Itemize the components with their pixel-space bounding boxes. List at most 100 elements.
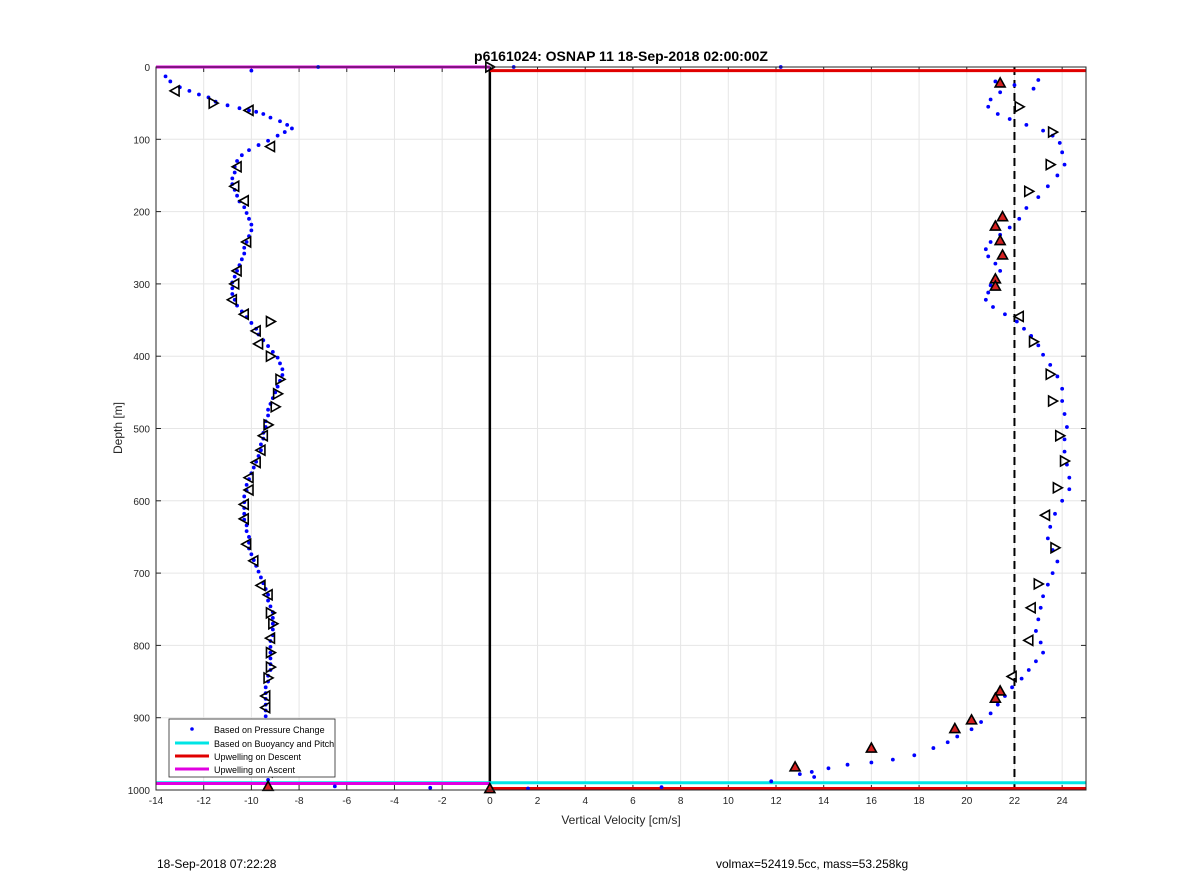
pressure-point: [280, 373, 285, 377]
legend-item-ascent: Upwelling on Ascent: [175, 765, 296, 775]
pressure-point: [890, 757, 895, 762]
pressure-point: [1053, 511, 1057, 516]
pressure-point: [259, 448, 263, 453]
triangle-left-marker: [230, 264, 242, 278]
pressure-point: [235, 193, 239, 198]
pressure-point: [266, 598, 270, 603]
pressure-point: [270, 349, 275, 354]
pressure-point: [230, 292, 235, 296]
pressure-point: [1062, 437, 1067, 442]
triangle-right-marker: [1014, 100, 1026, 114]
pressure-point: [1036, 343, 1041, 348]
triangle-left-marker: [256, 429, 269, 443]
y-tick-label: 900: [133, 714, 150, 725]
triangle-right-marker: [1047, 394, 1060, 408]
triangle-left-marker: [237, 307, 250, 321]
x-tick-label: -10: [244, 796, 259, 807]
y-axis-ticks: 0 100 200 300 400 500 600 700 800 900 1000: [128, 63, 1086, 797]
pressure-point: [988, 97, 993, 102]
grid: [155, 66, 1086, 791]
pressure-point: [1012, 83, 1017, 87]
triangle-left-marker: [230, 160, 242, 174]
triangle-left-marker: [259, 701, 271, 714]
pressure-point: [1036, 617, 1041, 622]
triangle-right-marker: [265, 315, 278, 328]
pressure-point: [1067, 475, 1072, 480]
pressure-point: [1055, 559, 1060, 564]
pressure-point: [249, 321, 254, 325]
triangle-left-marker: [242, 483, 254, 497]
pressure-point: [986, 254, 991, 259]
pressure-point: [1048, 524, 1053, 529]
pressure-point: [266, 138, 270, 143]
triangle-right-marker: [268, 617, 280, 631]
triangle-left-marker: [249, 324, 261, 338]
pressure-point: [242, 205, 247, 210]
pressure-point: [244, 482, 249, 487]
legend-item-pressure: Based on Pressure Change: [190, 725, 325, 735]
pressure-point: [163, 74, 168, 79]
pressure-point: [266, 344, 270, 348]
pressure-point: [995, 702, 1000, 707]
pressure-point: [290, 126, 294, 131]
legend: Based on Pressure Change Based on Buoyan…: [168, 718, 336, 778]
pressure-point: [251, 465, 256, 470]
x-tick-label: 4: [582, 796, 588, 807]
y-tick-label: 600: [133, 497, 150, 508]
pressure-point: [275, 355, 280, 360]
pressure-point: [993, 79, 998, 84]
pressure-point: [230, 286, 235, 291]
x-tick-label: -6: [342, 796, 351, 807]
pressure-point: [1007, 117, 1012, 121]
pressure-point: [282, 130, 287, 134]
pressure-point: [266, 592, 270, 597]
triangle-right-marker: [265, 606, 278, 620]
y-axis-label: Depth [m]: [111, 402, 125, 454]
pressure-point: [270, 627, 275, 632]
pressure-point: [986, 290, 991, 295]
pressure-point: [998, 268, 1003, 273]
x-tick-label: 2: [535, 796, 541, 807]
triangle-left-marker: [1038, 508, 1051, 522]
pressure-point: [1065, 425, 1069, 429]
x-tick-label: 6: [630, 796, 636, 807]
y-tick-label: 400: [133, 352, 150, 363]
pressure-point: [275, 133, 280, 138]
pressure-point: [1038, 640, 1043, 645]
pressure-point: [986, 104, 991, 109]
pressure-point: [235, 159, 239, 163]
pressure-point: [266, 413, 270, 418]
triangle-right-marker: [272, 387, 285, 401]
pressure-point: [428, 785, 433, 790]
pressure-point: [1017, 216, 1022, 221]
pressure-point: [1003, 312, 1007, 317]
pressure-point: [232, 170, 237, 175]
pressure-point: [983, 247, 988, 252]
triangle-right-marker: [1047, 125, 1060, 139]
pressure-point: [912, 753, 917, 758]
pressure-point: [1034, 629, 1038, 633]
triangle-right-marker: [265, 660, 278, 674]
pressure-point: [1024, 206, 1029, 210]
x-tick-label: 16: [866, 796, 878, 807]
pressure-point: [1050, 571, 1055, 575]
triangle-left-marker: [228, 179, 240, 193]
pressure-point: [256, 143, 261, 147]
triangle-left-marker: [242, 471, 254, 485]
pressure-point: [1036, 195, 1041, 200]
pressure-point: [285, 122, 290, 127]
pressure-point: [254, 109, 259, 114]
pressure-point: [1055, 173, 1060, 178]
pressure-point: [1041, 128, 1045, 133]
triangle-left-marker: [1005, 670, 1017, 683]
pressure-point: [1019, 676, 1024, 681]
pressure-point: [268, 115, 273, 120]
pressure-point: [969, 727, 974, 732]
x-tick-label: 0: [487, 796, 493, 807]
triangle-left-marker: [263, 631, 276, 645]
pressure-point: [187, 88, 192, 93]
pressure-point: [1010, 685, 1014, 690]
pressure-point: [1067, 487, 1072, 492]
pressure-point: [1014, 319, 1019, 324]
triangle-right-marker: [1033, 577, 1045, 591]
